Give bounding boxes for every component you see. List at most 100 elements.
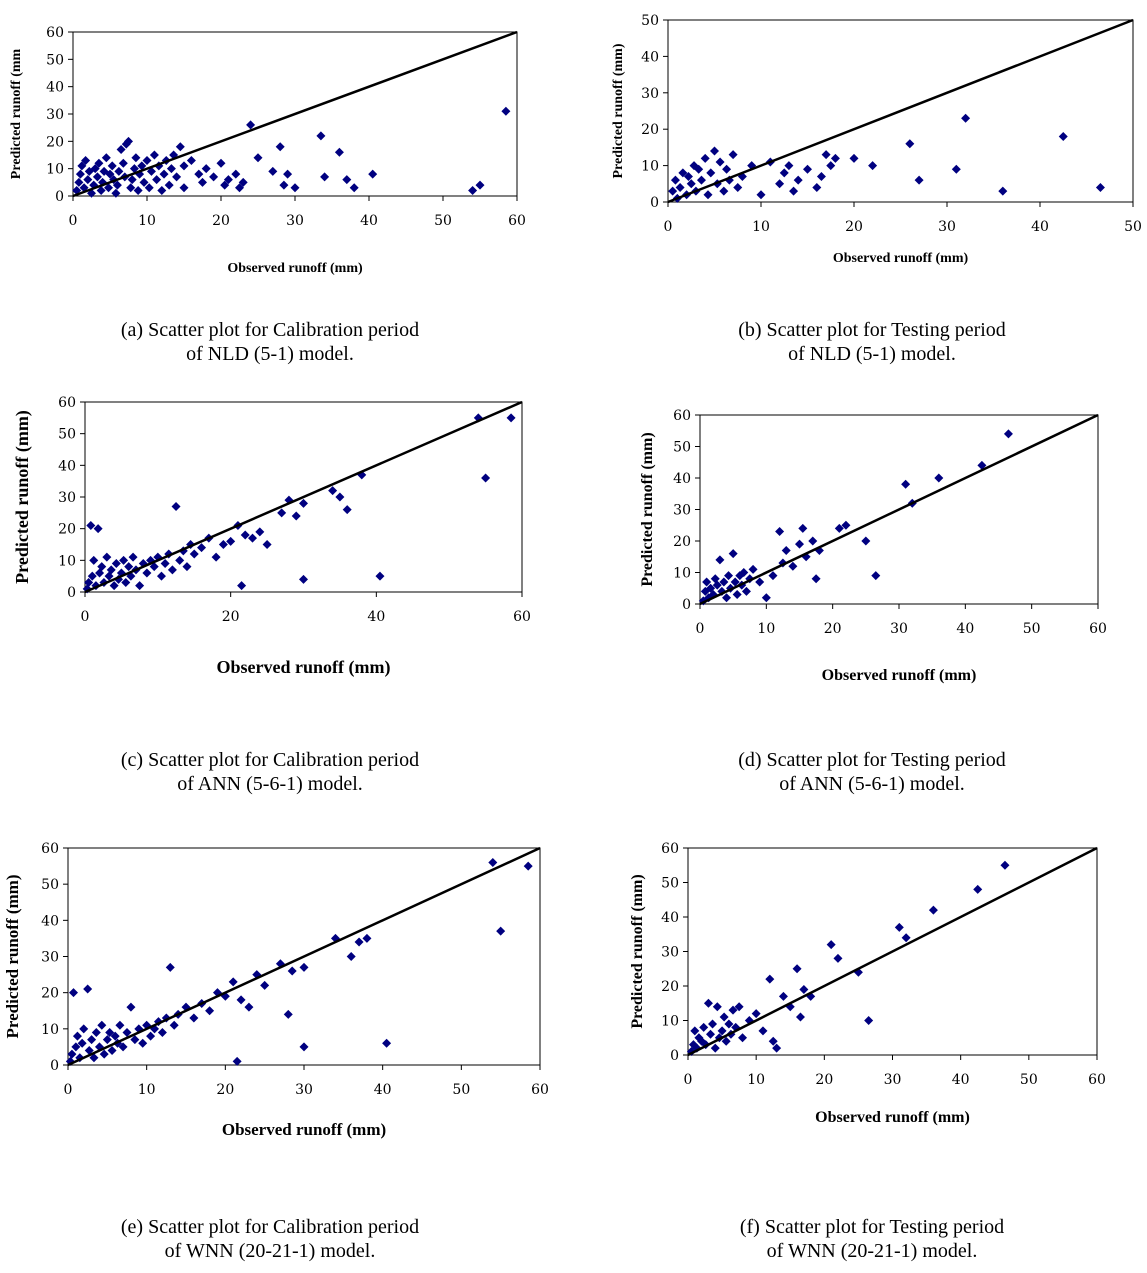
y-tick-label: 0 xyxy=(650,195,659,211)
data-point xyxy=(114,166,124,176)
data-point xyxy=(728,150,738,160)
data-point xyxy=(130,1035,140,1045)
y-tick-label: 10 xyxy=(58,553,76,569)
data-point xyxy=(734,1002,744,1012)
x-tick-label: 0 xyxy=(696,621,705,637)
y-tick-label: 20 xyxy=(673,534,691,550)
x-tick-label: 40 xyxy=(956,621,974,637)
data-point xyxy=(205,1006,215,1016)
data-point xyxy=(700,153,710,163)
y-tick-label: 40 xyxy=(673,471,691,487)
x-tick-label: 0 xyxy=(664,219,673,235)
y-tick-label: 10 xyxy=(661,1014,679,1030)
y-axis-label: Predicted runoff (mm) xyxy=(629,874,646,1028)
data-point xyxy=(149,150,159,160)
x-tick-label: 60 xyxy=(531,1082,549,1098)
data-point xyxy=(106,565,116,575)
x-tick-label: 0 xyxy=(69,213,78,229)
data-point xyxy=(129,164,139,174)
y-tick-label: 30 xyxy=(41,950,59,966)
data-point xyxy=(126,183,136,193)
data-point xyxy=(74,177,84,187)
data-point xyxy=(375,571,385,581)
data-point xyxy=(175,555,185,565)
data-point xyxy=(131,153,141,163)
y-axis-label: Predicted runoff (mm) xyxy=(12,410,33,584)
y-tick-label: 10 xyxy=(673,566,691,582)
data-point xyxy=(128,552,138,562)
data-point xyxy=(166,164,176,174)
y-tick-label: 60 xyxy=(41,841,59,857)
y-tick-label: 30 xyxy=(58,490,76,506)
x-tick-label: 20 xyxy=(824,621,842,637)
data-point xyxy=(977,460,987,470)
data-point xyxy=(69,988,79,998)
data-point xyxy=(702,577,712,587)
data-point xyxy=(92,172,102,182)
x-tick-label: 60 xyxy=(508,213,526,229)
data-point xyxy=(808,536,818,546)
y-tick-label: 50 xyxy=(641,13,659,29)
data-point xyxy=(93,524,103,534)
x-tick-label: 10 xyxy=(747,1072,765,1088)
data-point xyxy=(118,158,128,168)
data-point xyxy=(262,540,272,549)
data-point xyxy=(722,593,732,603)
scatter-chart-c: 0 10 20 30 40 50 60 0 20 40 60 Observed runoff (mm)… xyxy=(12,395,531,678)
x-tick-label: 10 xyxy=(752,219,770,235)
data-point xyxy=(194,169,204,179)
data-point xyxy=(290,183,300,193)
data-point xyxy=(699,1022,709,1032)
data-point xyxy=(758,1026,768,1036)
data-point xyxy=(1000,860,1010,870)
data-point xyxy=(164,180,174,190)
data-point xyxy=(105,1027,115,1037)
data-point xyxy=(149,562,159,572)
data-point xyxy=(864,1016,874,1025)
data-point xyxy=(232,1056,242,1066)
data-point xyxy=(235,183,244,193)
caption-f: (f) Scatter plot for Testing period of W… xyxy=(612,1215,1132,1263)
data-point xyxy=(468,186,478,196)
one-to-one-line xyxy=(67,846,541,1067)
data-point xyxy=(849,153,859,163)
data-point xyxy=(179,183,189,193)
data-point xyxy=(772,1043,782,1053)
data-point xyxy=(182,562,192,572)
data-point xyxy=(768,571,778,581)
data-point xyxy=(775,179,785,189)
data-point xyxy=(218,540,228,549)
y-tick-label: 0 xyxy=(55,189,64,205)
data-point xyxy=(781,545,791,555)
data-point xyxy=(89,555,99,565)
data-point xyxy=(287,966,297,976)
data-point xyxy=(101,153,111,163)
x-tick-label: 50 xyxy=(1124,219,1142,235)
data-point xyxy=(748,564,758,574)
data-point xyxy=(784,161,794,171)
caption-d: (d) Scatter plot for Testing period of A… xyxy=(612,748,1132,796)
x-tick-label: 50 xyxy=(452,1082,470,1098)
data-point xyxy=(861,536,871,546)
data-point xyxy=(115,1020,125,1030)
y-tick-label: 10 xyxy=(46,162,64,178)
data-point xyxy=(156,571,166,581)
x-tick-label: 40 xyxy=(1031,219,1049,235)
data-point xyxy=(928,905,938,915)
data-point xyxy=(788,561,798,571)
data-point xyxy=(712,1002,722,1012)
data-point xyxy=(91,1027,101,1037)
data-point xyxy=(739,568,749,577)
caption-e-line2: of WNN (20-21-1) model. xyxy=(164,1240,376,1262)
y-tick-label: 40 xyxy=(58,458,76,474)
data-point xyxy=(705,1029,715,1039)
x-tick-label: 0 xyxy=(81,609,90,625)
data-point xyxy=(135,581,145,591)
caption-a: (a) Scatter plot for Calibration period … xyxy=(10,318,530,366)
data-point xyxy=(335,492,345,502)
data-point xyxy=(236,995,246,1005)
data-point xyxy=(299,962,309,972)
data-point xyxy=(346,952,356,961)
x-tick-label: 30 xyxy=(295,1082,313,1098)
data-point xyxy=(670,175,680,185)
